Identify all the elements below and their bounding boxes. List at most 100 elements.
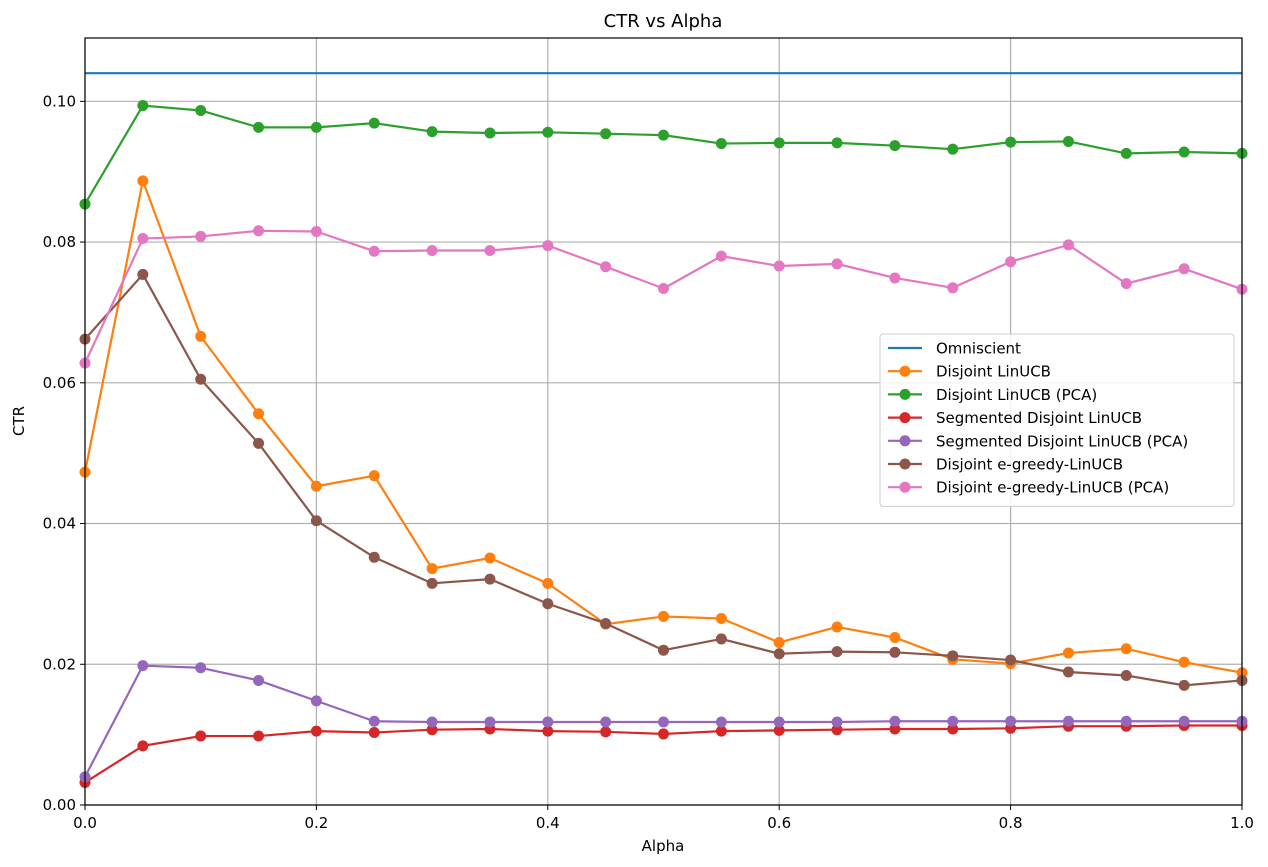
data-point — [889, 715, 901, 727]
data-point — [1178, 715, 1190, 727]
legend-label: Disjoint LinUCB — [936, 363, 1051, 381]
data-point — [1120, 643, 1132, 655]
data-point — [484, 573, 496, 585]
data-point — [137, 660, 149, 672]
data-point — [947, 650, 959, 662]
data-point — [253, 121, 265, 133]
data-point — [773, 648, 785, 660]
data-point — [600, 261, 612, 273]
data-point — [1062, 647, 1074, 659]
legend-label: Segmented Disjoint LinUCB — [936, 409, 1142, 427]
data-point — [600, 128, 612, 140]
legend-marker — [899, 481, 911, 493]
data-point — [947, 282, 959, 294]
legend-label: Disjoint e-greedy-LinUCB — [936, 456, 1123, 474]
data-point — [947, 143, 959, 155]
data-point — [137, 268, 149, 280]
data-point — [195, 662, 207, 674]
data-point — [1120, 715, 1132, 727]
data-point — [831, 646, 843, 658]
data-point — [137, 175, 149, 187]
series-segmented-disjoint-linucb-pca — [79, 660, 1248, 783]
y-tick-label: 0.08 — [43, 233, 76, 251]
data-point — [1178, 146, 1190, 158]
legend-entry: Segmented Disjoint LinUCB (PCA) — [888, 432, 1188, 450]
data-point — [484, 245, 496, 257]
data-point — [1120, 147, 1132, 159]
data-point — [1062, 666, 1074, 678]
data-point — [310, 725, 322, 737]
data-point — [658, 610, 669, 622]
data-point — [715, 716, 727, 728]
data-point — [889, 272, 901, 284]
data-point — [310, 121, 322, 133]
data-point — [1062, 239, 1074, 251]
data-point — [542, 577, 554, 589]
x-tick-label: 0.6 — [767, 814, 791, 832]
data-point — [1120, 278, 1132, 290]
data-point — [426, 724, 438, 736]
data-point — [426, 577, 438, 589]
legend: Omniscient Disjoint LinUCB Disjoint LinUCB… — [879, 333, 1235, 507]
data-point — [831, 724, 843, 736]
data-point — [715, 613, 727, 625]
data-point — [1005, 256, 1017, 268]
data-point — [310, 226, 322, 238]
x-tick-label: 0.2 — [304, 814, 328, 832]
series-disjoint-e-greedy-linucb — [79, 268, 1248, 691]
data-point — [426, 245, 438, 257]
y-tick-label: 0.00 — [43, 796, 76, 814]
data-point — [658, 716, 669, 728]
data-point — [889, 632, 901, 644]
data-point — [773, 260, 785, 272]
data-point — [715, 138, 727, 150]
plot-frame — [84, 37, 1243, 806]
data-point — [368, 245, 380, 257]
data-point — [831, 137, 843, 149]
data-point — [715, 250, 727, 262]
data-point — [253, 408, 265, 420]
y-tick-label: 0.10 — [43, 92, 76, 110]
chart-title: CTR vs Alpha — [604, 11, 723, 32]
data-point — [773, 137, 785, 149]
legend-entry: Disjoint e-greedy-LinUCB — [888, 456, 1123, 474]
data-point — [1062, 715, 1074, 727]
data-point — [773, 716, 785, 728]
y-tick-label: 0.06 — [43, 374, 76, 392]
data-point — [658, 129, 669, 141]
data-point — [542, 716, 554, 728]
data-point — [484, 716, 496, 728]
data-point — [542, 126, 554, 138]
legend-marker — [899, 458, 911, 470]
legend-label: Segmented Disjoint LinUCB (PCA) — [936, 432, 1188, 450]
data-point — [368, 117, 380, 129]
data-point — [542, 725, 554, 737]
y-tick-label: 0.02 — [43, 655, 76, 673]
data-point — [253, 437, 265, 449]
x-tick-label: 0.4 — [536, 814, 560, 832]
x-axis: 0.0 0.2 0.4 0.6 0.8 1.0 — [73, 805, 1254, 832]
data-point — [137, 740, 149, 752]
data-point — [368, 470, 380, 482]
x-tick-label: 1.0 — [1230, 814, 1254, 832]
data-point — [195, 730, 207, 742]
y-axis-label: CTR — [10, 406, 28, 436]
data-point — [310, 695, 322, 707]
data-point — [253, 674, 265, 686]
data-point — [773, 724, 785, 736]
data-point — [484, 127, 496, 139]
data-point — [310, 515, 322, 527]
y-axis: 0.00 0.02 0.04 0.06 0.08 0.10 — [43, 92, 85, 814]
data-point — [1005, 654, 1017, 666]
data-point — [831, 621, 843, 633]
data-point — [658, 644, 669, 656]
legend-entry: Disjoint e-greedy-LinUCB (PCA) — [888, 479, 1169, 497]
data-point — [253, 225, 265, 237]
data-point — [1178, 679, 1190, 691]
data-point — [137, 233, 149, 245]
data-point — [426, 126, 438, 138]
data-point — [195, 230, 207, 242]
data-point — [368, 551, 380, 563]
data-point — [1005, 136, 1017, 148]
